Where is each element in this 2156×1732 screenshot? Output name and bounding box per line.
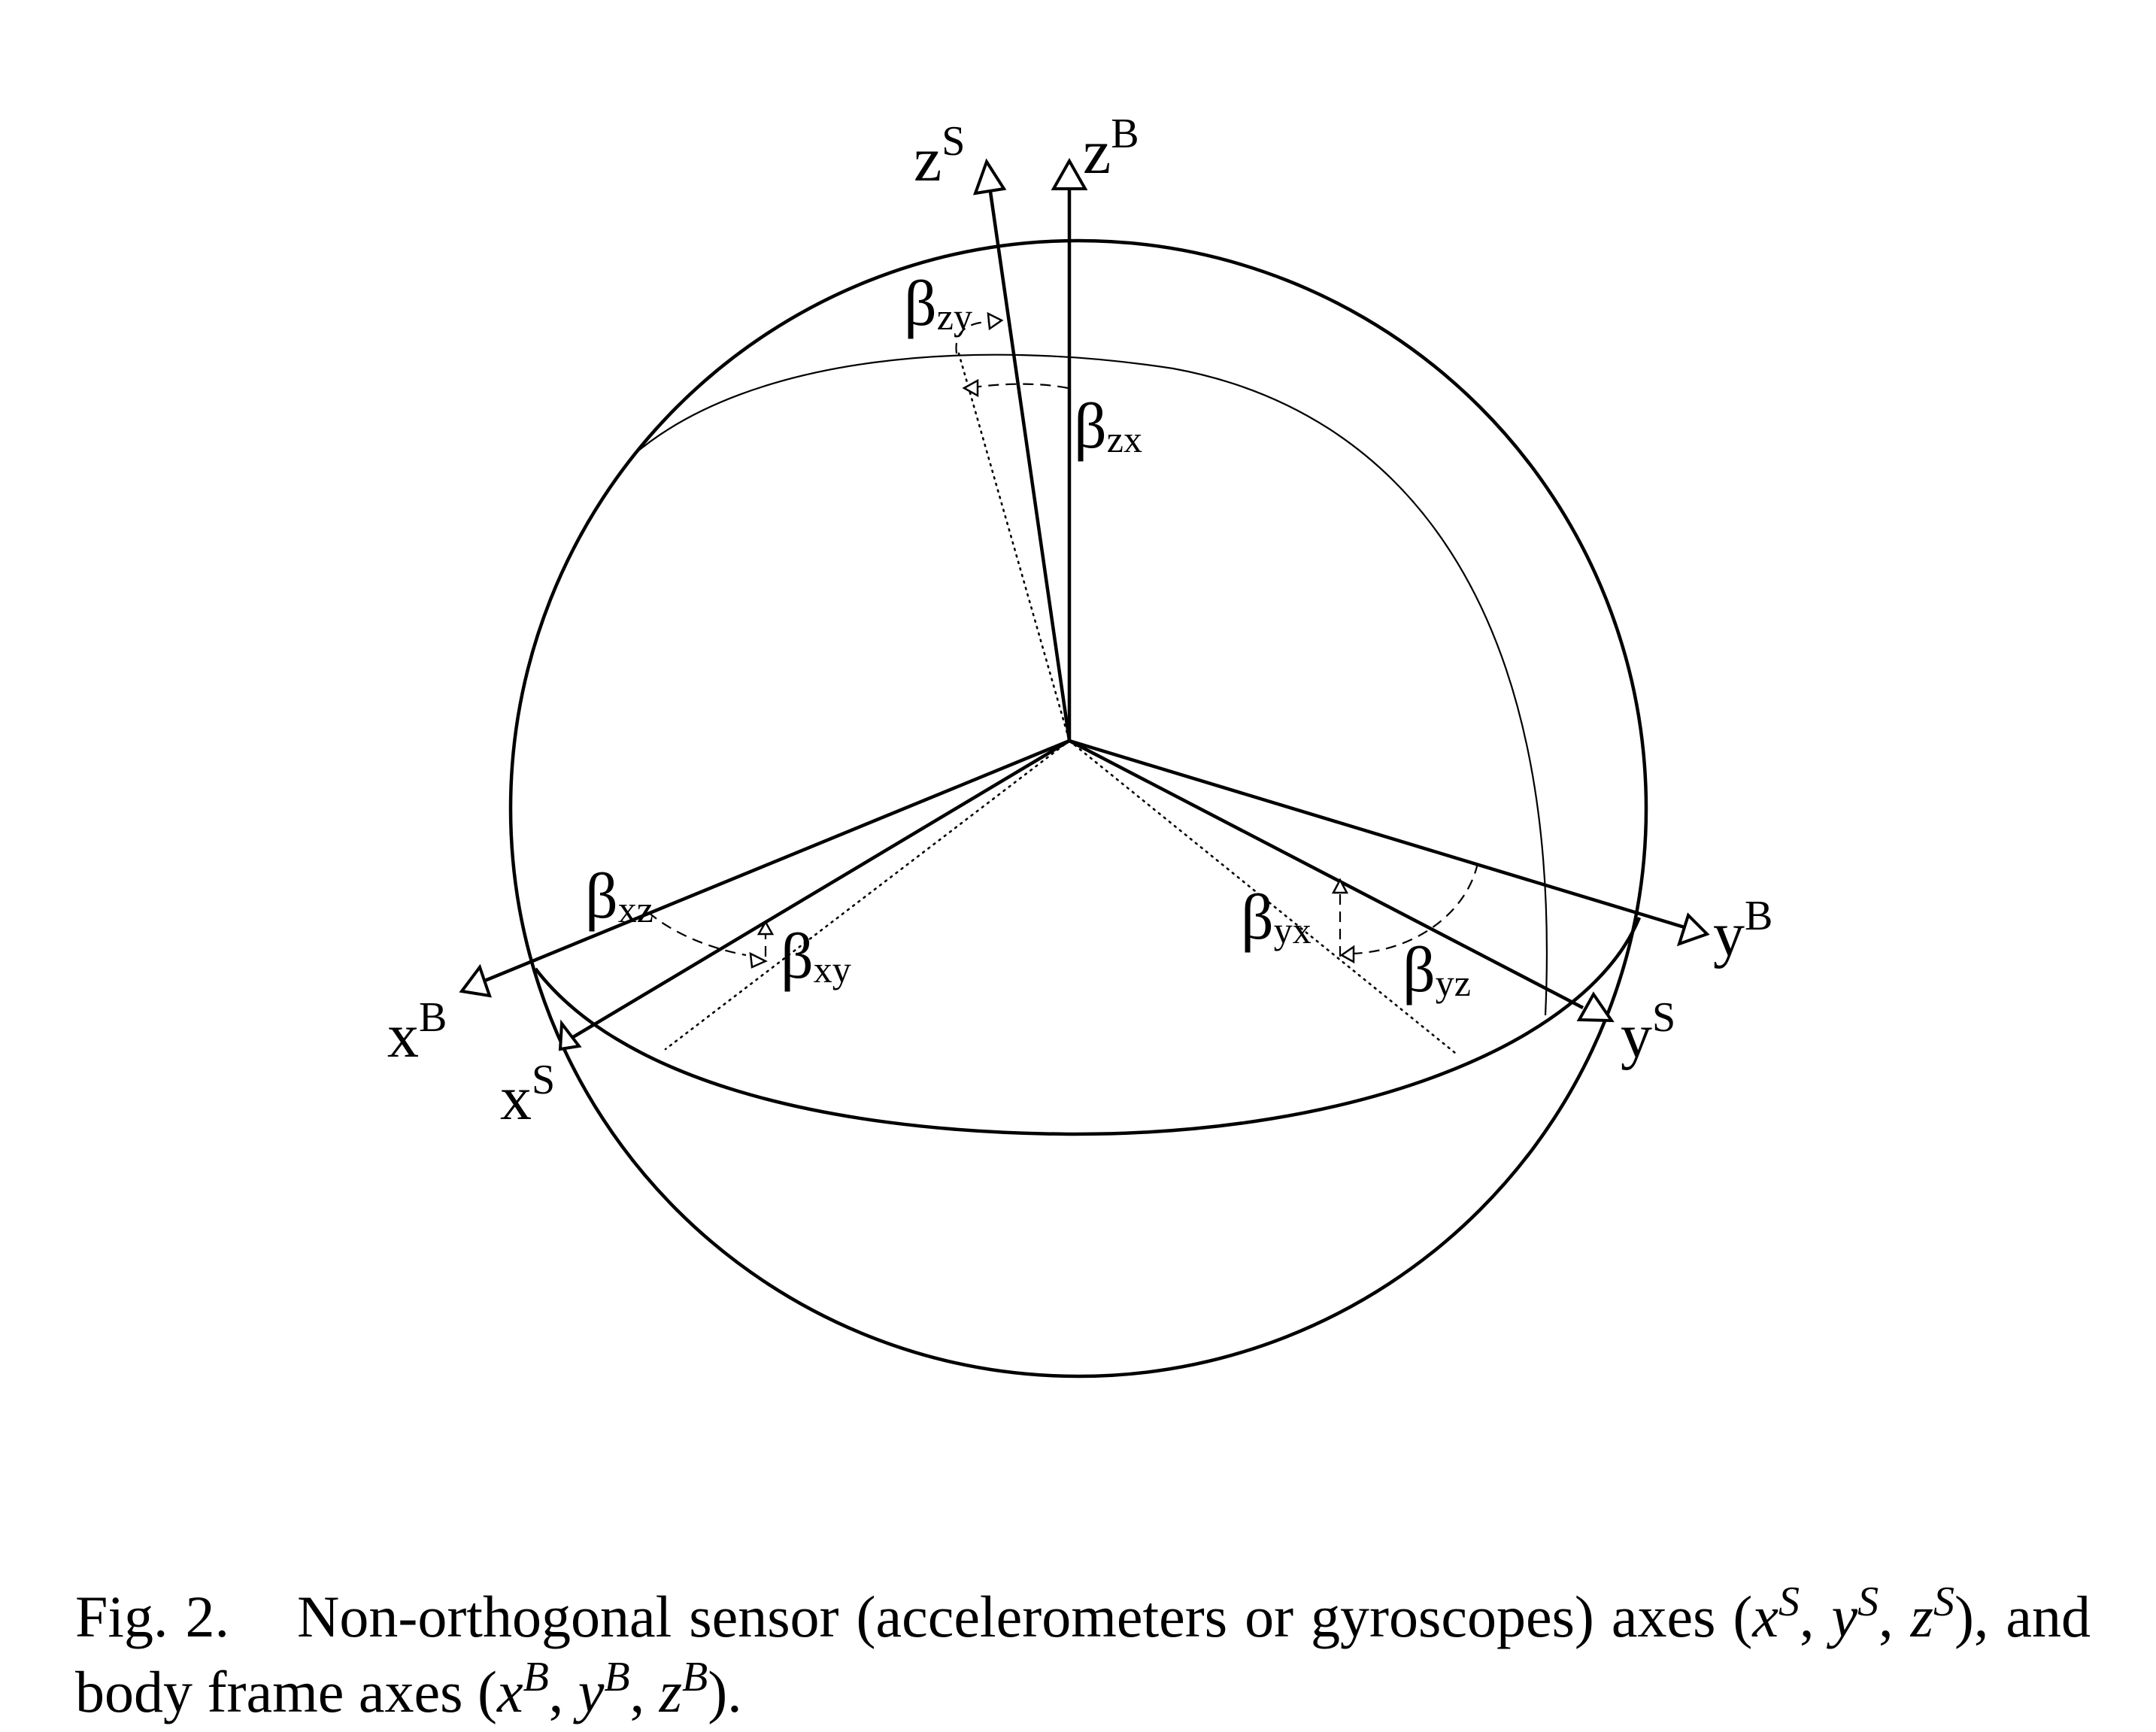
caption-xB: xB bbox=[496, 1654, 549, 1724]
arrowhead-yB bbox=[1676, 912, 1710, 947]
equator-arc bbox=[534, 917, 1642, 1136]
meridian-arc bbox=[632, 353, 1548, 1016]
label-yS: yS bbox=[1621, 994, 1675, 1071]
angle-label-yx: βyx bbox=[1241, 881, 1311, 953]
label-yB: yB bbox=[1713, 893, 1772, 969]
angle-arc-yz bbox=[1351, 863, 1479, 955]
label-zB: zB bbox=[1083, 111, 1139, 187]
caption-text-1: Non-orthogonal sensor (accelerometers or… bbox=[297, 1584, 1753, 1649]
caption-zS: zS bbox=[1910, 1579, 1954, 1649]
caption-text-2: ), and body frame axes ( bbox=[75, 1584, 2091, 1724]
projection-line-y bbox=[1068, 739, 1457, 1054]
axis-xB bbox=[473, 739, 1070, 987]
angle-label-yz: βyz bbox=[1402, 933, 1471, 1006]
angle-arrow-yz bbox=[1339, 945, 1355, 964]
angle-label-xy: βxy bbox=[781, 920, 851, 992]
axis-yS bbox=[1068, 739, 1584, 1009]
caption-label: Fig. 2. bbox=[75, 1584, 230, 1649]
angle-arrow-yx bbox=[1331, 878, 1349, 894]
angle-arrow-xy bbox=[757, 920, 775, 936]
angle-label-xz: βxz bbox=[585, 860, 653, 932]
angle-arrow-zx bbox=[962, 378, 979, 398]
caption-yS: yS bbox=[1831, 1579, 1879, 1649]
arrowhead-xB bbox=[459, 963, 492, 998]
sensor-axes-diagram: zS zB xB xS yB yS βzy βzx βxz βxy βyx βy… bbox=[387, 111, 1772, 1379]
angle-arc-xz bbox=[647, 911, 747, 957]
projection-line-z bbox=[957, 352, 1071, 742]
caption-yB: yB bbox=[578, 1654, 630, 1724]
sphere-outline bbox=[508, 238, 1648, 1379]
arrowhead-xS bbox=[558, 1019, 582, 1051]
label-xB: xB bbox=[387, 994, 447, 1071]
angle-arrow-zy bbox=[987, 311, 1004, 331]
axis-xS bbox=[564, 739, 1071, 1043]
angle-label-zx: βzx bbox=[1074, 390, 1142, 462]
angle-arrow-xz bbox=[749, 951, 768, 969]
arrowhead-zS bbox=[972, 158, 1007, 196]
label-zS: zS bbox=[914, 118, 965, 195]
axis-yB bbox=[1069, 739, 1685, 930]
angle-arc-zx bbox=[973, 383, 1069, 390]
figure-caption: Fig. 2. Non-orthogonal sensor (accelerome… bbox=[75, 1579, 2091, 1724]
arrowhead-yS bbox=[1576, 991, 1615, 1023]
axis-zS bbox=[988, 191, 1072, 742]
caption-text-3: ). bbox=[708, 1659, 742, 1724]
angle-label-zy: βzy bbox=[904, 267, 972, 339]
caption-zB: zB bbox=[659, 1654, 708, 1724]
label-xS: xS bbox=[500, 1057, 555, 1133]
caption-xS: xS bbox=[1752, 1579, 1800, 1649]
arrowhead-zB bbox=[1051, 157, 1088, 190]
projection-line-x bbox=[664, 739, 1071, 1051]
angle-arc-zy bbox=[955, 320, 992, 354]
